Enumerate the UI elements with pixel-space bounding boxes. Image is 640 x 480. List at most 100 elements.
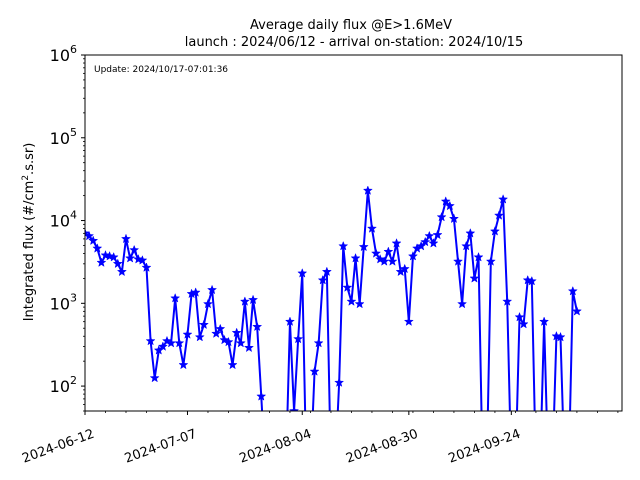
data-point — [141, 262, 152, 272]
data-point — [182, 329, 193, 339]
data-point — [215, 323, 226, 334]
data-point — [440, 196, 451, 206]
data-point — [485, 256, 496, 266]
data-point — [424, 230, 435, 241]
data-point — [309, 366, 320, 376]
y-tick-label: 102 — [50, 374, 77, 396]
data-point — [96, 257, 107, 267]
data-point — [256, 391, 267, 401]
data-point — [432, 229, 443, 240]
data-point — [248, 294, 259, 305]
data-point — [145, 335, 156, 346]
data-point — [375, 254, 386, 264]
chart-title: Average daily flux @E>1.6MeV — [250, 18, 452, 33]
data-point — [370, 248, 382, 258]
data-point — [489, 226, 500, 236]
y-tick-exp: 5 — [70, 126, 77, 139]
data-point — [129, 244, 140, 255]
data-point — [125, 252, 136, 263]
y-tick-exp: 2 — [70, 374, 77, 387]
y-tick-exp: 3 — [70, 291, 77, 304]
data-point — [461, 240, 472, 251]
data-point — [137, 255, 148, 265]
data-point — [518, 318, 529, 329]
data-point — [211, 328, 222, 338]
data-point — [387, 256, 398, 266]
data-point — [223, 336, 234, 347]
data-point — [457, 298, 468, 309]
data-point — [112, 258, 123, 269]
data-point — [166, 337, 177, 348]
data-point — [362, 185, 373, 195]
data-point — [149, 372, 160, 383]
y-tick-label: 104 — [50, 209, 77, 231]
data-point — [108, 251, 119, 262]
series-layer — [85, 185, 582, 411]
data-point — [194, 331, 205, 342]
x-ticks: 2024-06-12 2024-07-07 2024-08-04 2024-08-30… — [20, 411, 619, 467]
y-tick-label: 103 — [50, 291, 77, 313]
data-point — [178, 359, 189, 370]
data-point — [420, 236, 431, 247]
data-point — [120, 233, 132, 244]
data-point — [170, 292, 181, 303]
data-point — [284, 316, 296, 326]
y-axis-label-sup: 2 — [21, 175, 31, 181]
data-point — [313, 337, 324, 348]
data-point — [207, 284, 218, 295]
data-point — [252, 321, 263, 332]
y-tick-base: 10 — [50, 294, 70, 313]
data-point — [444, 200, 455, 211]
y-tick-base: 10 — [50, 212, 70, 231]
data-point — [293, 333, 304, 344]
data-point — [85, 230, 95, 241]
plot-frame — [84, 54, 623, 412]
series-line — [85, 189, 578, 411]
data-point — [243, 342, 255, 353]
y-axis-label: Integrated flux (#/cm2.s.sr) — [21, 143, 37, 322]
data-point — [465, 228, 476, 238]
data-point — [354, 298, 365, 309]
data-point — [202, 298, 214, 309]
data-point — [346, 296, 357, 306]
y-axis-label-main: Integrated flux (#/cm — [22, 181, 37, 322]
data-point — [235, 337, 246, 348]
data-point — [358, 241, 369, 252]
data-point — [366, 223, 377, 233]
x-tick-label: 2024-06-12 — [20, 427, 96, 467]
x-tick-label: 2024-07-07 — [123, 427, 199, 467]
data-point — [493, 210, 505, 220]
data-point — [567, 285, 578, 296]
data-point — [407, 250, 418, 261]
data-point — [403, 316, 414, 326]
y-tick-base: 10 — [50, 129, 70, 148]
update-annotation: Update: 2024/10/17-07:01:36 — [94, 65, 228, 75]
data-point — [239, 296, 250, 306]
data-point — [342, 282, 353, 292]
data-point — [502, 296, 513, 306]
x-tick-label: 2024-08-30 — [344, 427, 420, 467]
data-point — [338, 240, 349, 251]
x-tick-label: 2024-09-24 — [447, 427, 523, 467]
data-point — [157, 341, 168, 351]
data-point — [231, 327, 242, 338]
y-tick-base: 10 — [50, 46, 70, 65]
data-point — [92, 243, 103, 253]
y-tick-exp: 6 — [70, 43, 77, 56]
data-point — [452, 256, 464, 266]
y-axis-label-tail: .s.sr) — [22, 143, 37, 175]
data-point — [436, 211, 447, 222]
data-point — [174, 337, 185, 348]
data-point — [116, 266, 127, 277]
data-point — [514, 311, 525, 322]
data-point — [350, 252, 361, 263]
data-point — [391, 238, 402, 248]
y-tick-label: 106 — [50, 43, 77, 65]
data-point — [473, 251, 484, 262]
data-point — [571, 306, 582, 316]
y-tick-base: 10 — [50, 377, 70, 396]
x-tick-label: 2024-08-04 — [237, 427, 313, 467]
data-point — [539, 316, 550, 326]
data-point — [379, 256, 390, 266]
